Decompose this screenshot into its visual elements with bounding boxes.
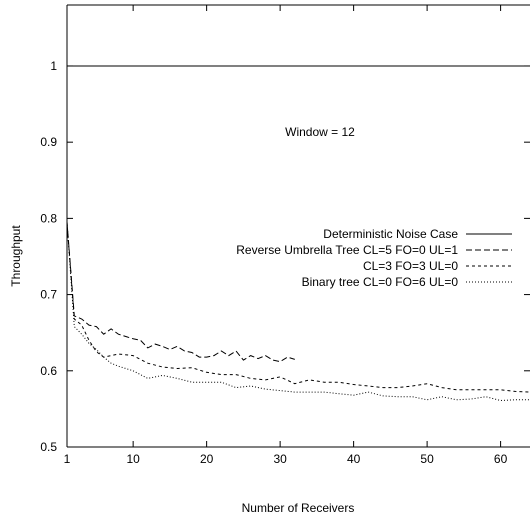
legend-label-3: CL=3 FO=3 UL=0 bbox=[363, 259, 458, 273]
x-axis-label: Number of Receivers bbox=[242, 501, 355, 515]
y-tick-label: 0.5 bbox=[40, 440, 57, 454]
x-tick-label: 10 bbox=[126, 452, 140, 466]
legend-label-2: Reverse Umbrella Tree CL=5 FO=0 UL=1 bbox=[236, 243, 458, 257]
y-tick-label: 1 bbox=[50, 59, 57, 73]
x-tick-label: 30 bbox=[273, 452, 287, 466]
y-tick-label: 0.6 bbox=[40, 364, 57, 378]
annotation-window: Window = 12 bbox=[285, 125, 355, 139]
y-tick-label: 0.8 bbox=[40, 211, 57, 225]
y-tick-label: 0.7 bbox=[40, 288, 57, 302]
legend-label-4: Binary tree CL=0 FO=6 UL=0 bbox=[302, 275, 459, 289]
x-tick-label: 50 bbox=[420, 452, 434, 466]
series-line-2 bbox=[66, 222, 295, 363]
x-tick-label: 1 bbox=[64, 452, 71, 466]
x-tick-label: 40 bbox=[347, 452, 361, 466]
x-tick-label: 20 bbox=[200, 452, 214, 466]
x-tick-label: 60 bbox=[494, 452, 508, 466]
series-line-3 bbox=[66, 222, 530, 393]
series-line-4 bbox=[66, 222, 530, 402]
y-tick-label: 0.9 bbox=[40, 135, 57, 149]
y-axis-label: Throughput bbox=[9, 225, 23, 287]
legend-label-1: Deterministic Noise Case bbox=[323, 227, 458, 241]
